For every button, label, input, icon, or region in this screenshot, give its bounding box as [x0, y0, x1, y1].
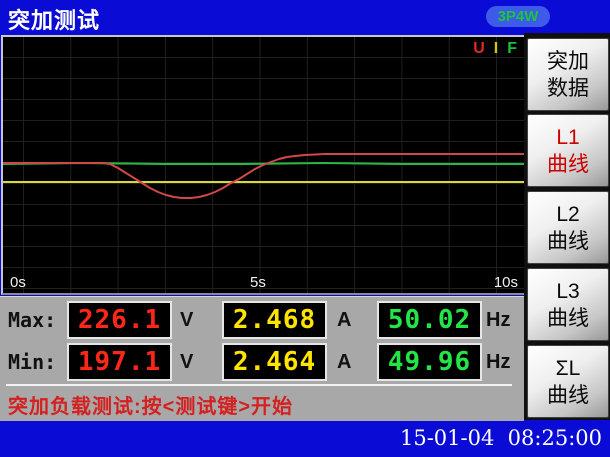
unit-label-v: V	[180, 309, 194, 331]
sidebar: 突加数据 L1 曲线 L2 曲线 L3 曲线 ΣL 曲线	[524, 33, 610, 420]
button-label-line2: 曲线	[547, 306, 589, 330]
button-label-line1: 突加	[547, 49, 589, 73]
unit-label-v: V	[180, 351, 194, 373]
sidebar-button-l2-curve[interactable]: L2 曲线	[527, 191, 609, 264]
lcd-display-hz: 50.02	[377, 301, 482, 339]
title-bar: 突加测试 3P4W	[0, 0, 610, 33]
unit-label-hz: Hz	[486, 309, 511, 331]
curve-U	[3, 153, 525, 199]
unit-label-a: A	[337, 309, 352, 331]
lcd-display-v: 226.1	[67, 301, 172, 339]
x-axis-ticks: 0s 5s 10s	[3, 274, 525, 292]
wiring-mode-badge: 3P4W	[486, 6, 550, 27]
lcd-display-a: 2.468	[222, 301, 327, 339]
legend-i: I	[493, 40, 499, 57]
x-tick-middle: 5s	[250, 274, 266, 291]
page-title: 突加测试	[8, 8, 101, 33]
readings-panel: 突加负载测试:按<测试键>开始 Max: 226.1 V 2.468 A 50.02 Hz M…	[0, 296, 524, 421]
legend-f: F	[507, 40, 517, 57]
row-label: Max:	[8, 308, 57, 332]
lcd-display-hz: 49.96	[377, 343, 482, 381]
x-tick-end: 10s	[493, 274, 518, 291]
legend-u: U	[473, 40, 485, 57]
lcd-display-a: 2.464	[222, 343, 327, 381]
row-label: Min:	[8, 350, 57, 374]
button-label-line1: ΣL	[555, 356, 581, 380]
divider	[6, 384, 512, 386]
datetime-display: 15-01-04 08:25:00	[399, 426, 602, 450]
button-label-line2: 曲线	[547, 383, 589, 407]
unit-label-hz: Hz	[486, 351, 511, 373]
unit-label-a: A	[337, 351, 352, 373]
lcd-display-v: 197.1	[67, 343, 172, 381]
waveform-svg	[3, 37, 525, 293]
status-message: 突加负载测试:按<测试键>开始	[8, 396, 294, 418]
button-label-line1: L2	[556, 202, 580, 226]
reading-row-min: Min: 197.1 V 2.464 A 49.96 Hz	[0, 343, 524, 381]
sidebar-button-l1-curve[interactable]: L1 曲线	[527, 114, 609, 187]
x-tick-start: 0s	[10, 274, 26, 291]
reading-row-max: Max: 226.1 V 2.468 A 50.02 Hz	[0, 301, 524, 339]
button-label-line1: L3	[556, 279, 580, 303]
button-label-line2: 数据	[547, 76, 589, 100]
sidebar-button-sum-l-curve[interactable]: ΣL 曲线	[527, 345, 609, 418]
button-label-line1: L1	[556, 125, 580, 149]
sidebar-button-l3-curve[interactable]: L3 曲线	[527, 268, 609, 341]
button-label-line2: 曲线	[547, 152, 589, 176]
sidebar-button-surge-data[interactable]: 突加 数据	[527, 38, 609, 111]
button-label-line2: 曲线	[547, 229, 589, 253]
chart-grid	[3, 37, 525, 293]
